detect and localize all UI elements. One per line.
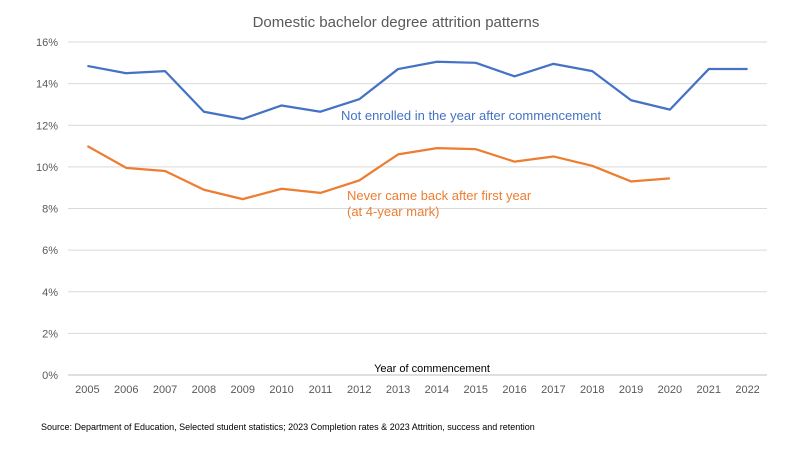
series-lines [86,60,748,201]
y-tick-label: 8% [42,204,58,216]
series-line-never-came-back [86,145,671,201]
y-tick-label: 6% [42,245,58,257]
annotation-not-enrolled: Not enrolled in the year after commencem… [341,108,602,123]
y-tick-label: 10% [36,162,58,174]
x-tick-label: 2014 [425,384,449,396]
x-tick-label: 2013 [386,384,410,396]
x-tick-label: 2011 [309,384,333,396]
x-tick-label: 2010 [269,384,293,396]
x-tick-label: 2021 [697,384,721,396]
x-tick-label: 2006 [114,384,138,396]
y-tick-label: 0% [42,370,58,382]
y-tick-label: 14% [36,79,58,91]
source-note: Source: Department of Education, Selecte… [41,422,535,432]
x-axis-label: Year of commencement [374,363,490,375]
x-axis-ticks: 2005 2006 2007 2008 2009 2010 2011 2012 2013 2014… [75,384,760,396]
x-tick-label: 2017 [541,384,565,396]
x-tick-label: 2005 [75,384,99,396]
gridlines [68,41,767,376]
x-tick-label: 2007 [153,384,177,396]
x-tick-label: 2009 [231,384,255,396]
x-tick-label: 2018 [580,384,604,396]
chart-title: Domestic bachelor degree attrition patte… [253,14,540,31]
y-tick-label: 4% [42,287,58,299]
annotation-never-came-back-subline: (at 4-year mark) [347,204,439,219]
x-tick-label: 2015 [464,384,488,396]
y-tick-label: 12% [36,120,58,132]
y-tick-label: 16% [36,37,58,49]
series-line-not-enrolled [87,60,748,121]
y-axis-ticks: 0% 2% 4% 6% 8% 10% 12% 14% 16% [36,37,58,382]
x-tick-label: 2019 [619,384,643,396]
x-tick-label: 2020 [658,384,682,396]
x-tick-label: 2016 [502,384,526,396]
y-tick-label: 2% [42,328,58,340]
x-tick-label: 2022 [735,384,759,396]
annotation-never-came-back: Never came back after first year [347,188,532,203]
x-tick-label: 2012 [347,384,371,396]
x-tick-label: 2008 [192,384,216,396]
